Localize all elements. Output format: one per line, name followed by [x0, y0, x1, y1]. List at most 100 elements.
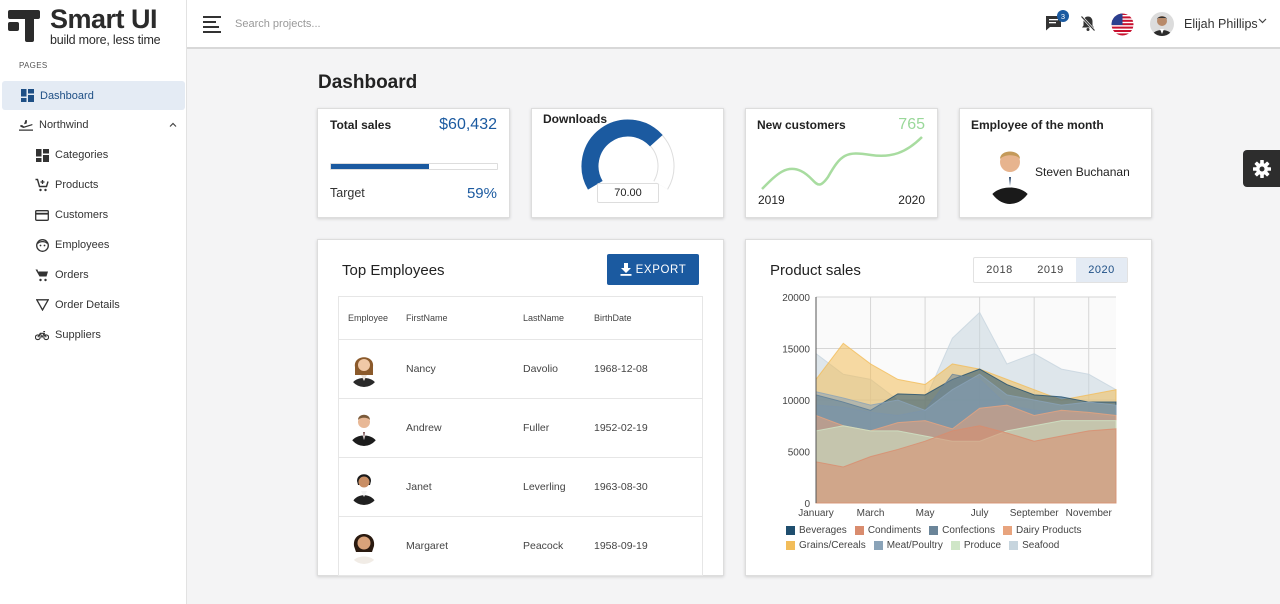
sidebar-nav: Dashboard Northwind Categories Products [0, 81, 187, 350]
year-tab-2019[interactable]: 2019 [1037, 264, 1064, 276]
legend-item[interactable]: Beverages [786, 523, 847, 538]
messages-icon[interactable]: 3 [1044, 10, 1069, 33]
legend-swatch [786, 541, 795, 550]
sidebar-item-orders[interactable]: Orders [0, 260, 187, 290]
cell-first-name: Margaret [406, 540, 449, 552]
chevron-down-icon[interactable] [1258, 16, 1267, 27]
column-header[interactable]: BirthDate [594, 313, 632, 323]
cart-icon [35, 268, 49, 282]
cell-birth-date: 1952-02-19 [594, 422, 648, 434]
column-header[interactable]: LastName [523, 313, 565, 323]
employee-photo [986, 142, 1034, 204]
cell-first-name: Nancy [406, 363, 436, 375]
user-avatar[interactable] [1150, 12, 1174, 36]
x-tick-label: January [798, 508, 834, 519]
sidebar-item-northwind[interactable]: Northwind [0, 110, 187, 140]
brand-logo[interactable]: Smart UI build more, less time [8, 4, 161, 47]
sidebar-item-customers[interactable]: Customers [0, 200, 187, 230]
product-sales-chart: 0 5000 10000 15000 20000 January March May July S… [782, 293, 1117, 519]
menu-icon[interactable] [203, 16, 221, 33]
sidebar-item-suppliers[interactable]: Suppliers [0, 320, 187, 350]
total-sales-card: Total sales $60,432 Target 59% [317, 108, 510, 218]
sidebar-item-products[interactable]: Products [0, 170, 187, 200]
sidebar: Smart UI build more, less time PAGES Das… [0, 0, 187, 604]
legend-swatch [1009, 541, 1019, 550]
downloads-card: Downloads 70.00 [531, 108, 724, 218]
product-sales-card: Product sales 2018 2019 2020 0 5000 10000 1… [745, 239, 1152, 576]
legend-item[interactable]: Meat/Poultry [873, 538, 943, 553]
employee-photo [348, 351, 380, 387]
sidebar-item-employees[interactable]: Employees [0, 230, 187, 260]
face-icon [35, 238, 49, 252]
card-title: Downloads [543, 112, 608, 126]
table-row[interactable]: Margaret Peacock 1958-09-19 [339, 517, 702, 576]
legend-item[interactable]: Produce [950, 538, 1002, 553]
employee-photo [348, 410, 380, 446]
table-row[interactable]: Nancy Davolio 1968-12-08 [339, 340, 702, 399]
new-customers-value: 765 [898, 116, 925, 133]
page-title: Dashboard [318, 72, 418, 93]
chevron-up-icon[interactable] [169, 119, 177, 129]
cell-last-name: Fuller [523, 422, 550, 434]
dashboard-icon [20, 89, 34, 103]
filter-icon [35, 298, 49, 312]
column-header[interactable]: FirstName [406, 313, 448, 323]
customers-sparkline [761, 136, 923, 190]
downloads-gauge [581, 119, 675, 190]
legend-item[interactable]: Dairy Products [1002, 523, 1082, 538]
export-label: EXPORT [635, 263, 687, 276]
search-input[interactable] [235, 14, 535, 34]
series-area-condiments[interactable] [815, 425, 1117, 504]
sidebar-item-categories[interactable]: Categories [0, 140, 187, 170]
x-tick-label: May [916, 508, 935, 519]
plane-icon [19, 118, 33, 132]
sidebar-item-order-details[interactable]: Order Details [0, 290, 187, 320]
legend-swatch [854, 526, 864, 535]
export-button[interactable]: EXPORT [607, 254, 699, 285]
settings-gear-button[interactable] [1243, 150, 1280, 187]
table-row[interactable]: Janet Leverling 1963-08-30 [339, 458, 702, 517]
y-tick-label: 15000 [782, 345, 810, 356]
year-selector: 2018 2019 2020 [973, 257, 1128, 283]
sidebar-item-label: Suppliers [55, 329, 101, 341]
year-tab-2020[interactable]: 2020 [1076, 258, 1127, 282]
column-header[interactable]: Employee [348, 313, 389, 323]
nav-section-label: PAGES [19, 61, 48, 70]
legend-swatch [786, 526, 795, 535]
sidebar-item-label: Orders [55, 269, 89, 281]
sidebar-item-label: Order Details [55, 299, 120, 311]
y-tick-label: 0 [804, 499, 810, 510]
cell-first-name: Janet [406, 481, 432, 493]
cart-plus-icon [35, 178, 49, 192]
messages-badge: 3 [1057, 10, 1069, 22]
target-label: Target [330, 186, 365, 200]
employee-of-month-card: Employee of the month Steven Buchanan [959, 108, 1152, 218]
legend-item[interactable]: Seafood [1009, 538, 1059, 553]
x-tick-label: July [971, 508, 989, 519]
gear-icon [1252, 159, 1271, 178]
sparkline-end-year: 2020 [898, 193, 925, 207]
logo-mark-icon [8, 6, 42, 44]
table-row[interactable]: Andrew Fuller 1952-02-19 [339, 399, 702, 458]
card-title: Top Employees [342, 262, 445, 279]
legend-item[interactable]: Condiments [854, 523, 921, 538]
cell-last-name: Leverling [523, 481, 566, 493]
legend-item[interactable]: Confections [929, 523, 995, 538]
legend-label: Produce [963, 540, 1002, 551]
notifications-off-icon[interactable] [1078, 13, 1098, 33]
employee-of-month-name: Steven Buchanan [1035, 165, 1130, 179]
card-title: Product sales [770, 262, 861, 279]
x-tick-label: November [1066, 508, 1113, 519]
us-flag-icon[interactable] [1110, 12, 1134, 36]
brand-name: Smart UI [50, 4, 158, 34]
user-name[interactable]: Elijah Phillips [1184, 17, 1258, 31]
employee-photo [348, 528, 380, 564]
y-tick-label: 5000 [788, 448, 811, 459]
year-tab-2018[interactable]: 2018 [986, 264, 1013, 276]
sidebar-item-dashboard[interactable]: Dashboard [2, 81, 185, 110]
legend-label: Beverages [799, 525, 847, 536]
legend-item[interactable]: Grains/Cereals [786, 538, 866, 553]
download-icon [620, 263, 632, 276]
employees-grid: Employee FirstName LastName BirthDate Na… [338, 296, 703, 576]
legend-label: Grains/Cereals [799, 540, 866, 551]
